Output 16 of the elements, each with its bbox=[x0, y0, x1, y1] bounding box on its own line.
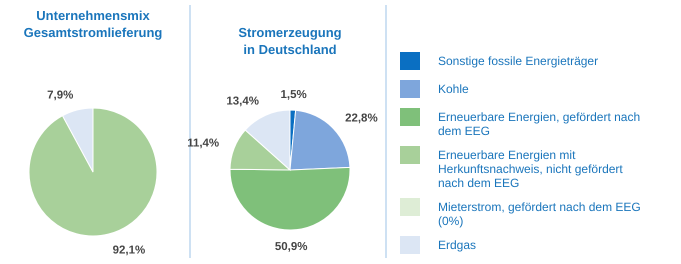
legend-label: Sonstige fossile Energieträger bbox=[438, 54, 598, 68]
legend-label: Erdgas bbox=[438, 238, 476, 252]
data-label: 1,5% bbox=[280, 89, 307, 102]
data-label: 11,4% bbox=[187, 137, 220, 150]
data-label: 13,4% bbox=[226, 96, 259, 108]
chart-title: Stromerzeugung in Deutschland bbox=[238, 25, 342, 57]
chart-title: Unternehmensmix Gesamtstromlieferung bbox=[24, 8, 162, 40]
data-label: 22,8% bbox=[345, 112, 378, 125]
data-label: 50,9% bbox=[274, 241, 308, 254]
data-label: 7,9% bbox=[47, 89, 74, 102]
pie-slice bbox=[28, 108, 158, 236]
legend-label: Erneuerbare Energien mit Herkunftsnachweis, nicht gefördert nach dem EEG bbox=[438, 148, 624, 190]
legend-label: Erneuerbare Energien, gefördert nach dem EEG bbox=[438, 110, 640, 138]
legend-label: Mieterstrom, gefördert nach dem EEG (0%) bbox=[438, 200, 641, 228]
legend-label: Kohle bbox=[438, 82, 470, 96]
data-label: 92,1% bbox=[112, 244, 146, 257]
